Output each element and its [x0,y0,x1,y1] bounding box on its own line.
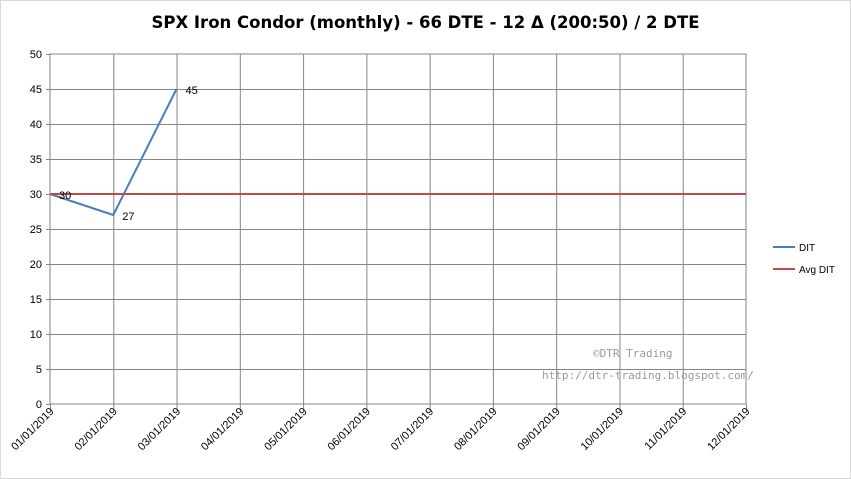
x-tick-label: 06/01/2019 [326,406,373,453]
y-tick-label: 30 [30,189,42,201]
x-tick-label: 07/01/2019 [389,406,436,453]
x-tick-label: 02/01/2019 [72,406,119,453]
x-tick-label: 12/01/2019 [705,406,752,453]
y-tick-label: 40 [30,119,42,131]
x-tick-label: 05/01/2019 [262,406,309,453]
x-tick-label: 01/01/2019 [9,406,56,453]
y-tick-label: 10 [30,329,42,341]
legend-label: DIT [799,243,815,254]
watermark-url: http://dtr-trading.blogspot.com/ [542,369,754,382]
x-tick-label: 10/01/2019 [579,406,626,453]
data-label: 45 [186,85,198,97]
y-tick-label: 15 [30,294,42,306]
y-tick-label: 5 [36,364,42,376]
y-tick-label: 20 [30,259,42,271]
y-tick-label: 0 [36,399,42,411]
chart-title: SPX Iron Condor (monthly) - 66 DTE - 12 … [151,13,700,32]
data-label: 27 [122,211,134,223]
x-tick-label: 11/01/2019 [643,406,690,453]
data-label: 30 [59,190,71,202]
x-tick-label: 04/01/2019 [199,406,246,453]
legend-label: Avg DIT [799,265,835,276]
x-tick-label: 09/01/2019 [515,406,562,453]
y-tick-label: 50 [30,49,42,61]
series-line-dit [49,88,178,216]
x-tick-label: 08/01/2019 [452,406,499,453]
y-tick-label: 45 [30,84,42,96]
y-tick-label: 25 [30,224,42,236]
y-tick-label: 35 [30,154,42,166]
x-tick-label: 03/01/2019 [136,406,183,453]
watermark-copyright: ©DTR Trading [593,347,672,360]
